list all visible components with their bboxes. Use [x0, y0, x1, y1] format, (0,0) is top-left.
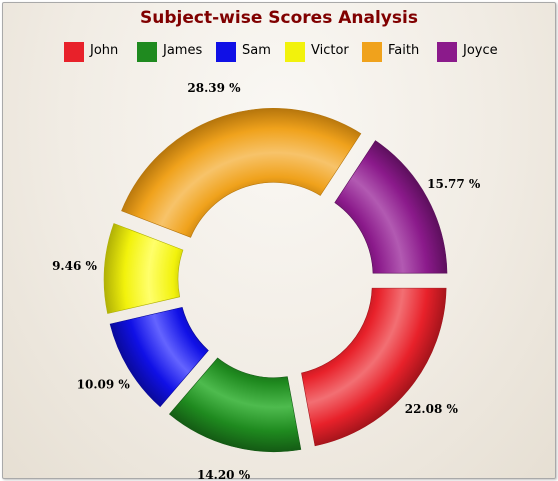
value-label-james: 14.20 %: [197, 468, 251, 481]
slice-group: [104, 108, 447, 451]
value-label-victor: 9.46 %: [52, 259, 97, 273]
value-label-faith: 28.39 %: [187, 81, 241, 95]
slice-faith[interactable]: [122, 108, 361, 237]
slice-john[interactable]: [301, 288, 446, 446]
slice-joyce[interactable]: [335, 141, 447, 274]
slice-victor[interactable]: [104, 223, 183, 313]
value-label-sam: 10.09 %: [77, 378, 131, 392]
value-label-joyce: 15.77 %: [427, 177, 481, 191]
value-label-john: 22.08 %: [405, 402, 459, 416]
